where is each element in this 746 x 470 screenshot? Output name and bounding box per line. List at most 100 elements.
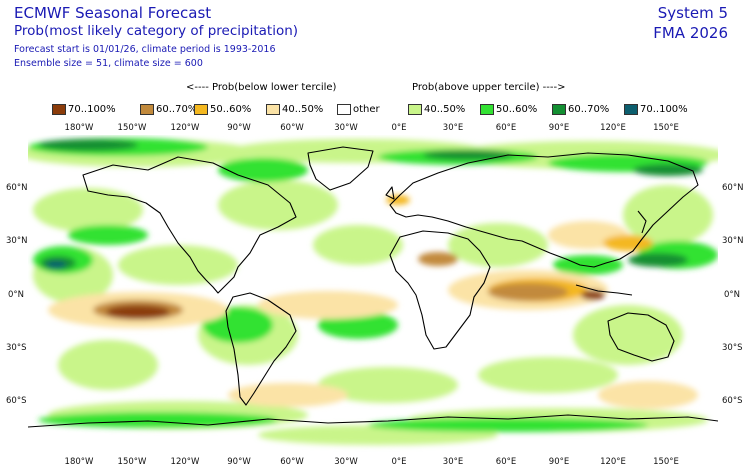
chart-subtitle: Prob(most likely category of precipitati…: [14, 23, 299, 39]
ensemble-size: Ensemble size = 51, climate size = 600: [14, 58, 203, 69]
lon-label-top: 150°W: [117, 123, 147, 133]
lat-label-right: 60°S: [722, 396, 743, 406]
lon-label-bottom: 120°E: [600, 457, 626, 467]
field-blob: [218, 180, 338, 230]
lon-label-top: 90°E: [548, 123, 570, 133]
legend-item: 60..70%: [552, 102, 609, 116]
field-blob: [218, 158, 308, 182]
field-blob: [628, 253, 688, 267]
antarctica-coast: [28, 414, 718, 428]
south-america-coast: [225, 292, 297, 406]
legend-label: 70..100%: [640, 103, 688, 115]
lon-label-bottom: 90°E: [548, 457, 570, 467]
lon-label-bottom: 30°E: [442, 457, 464, 467]
legend-label: 60..70%: [568, 103, 610, 115]
field-blob: [623, 185, 713, 245]
legend-swatch: [552, 103, 566, 115]
north-america-coast: [82, 156, 297, 294]
legend-swatch: [52, 103, 66, 115]
lon-label-top: 90°W: [227, 123, 251, 133]
legend-swatch: [266, 103, 280, 115]
field-blob: [598, 381, 698, 409]
lon-label-bottom: 60°W: [280, 457, 304, 467]
lat-label-left: 60°S: [6, 396, 27, 406]
lon-label-bottom: 30°W: [334, 457, 358, 467]
field-blob: [118, 245, 238, 285]
system-label: System 5: [657, 4, 728, 22]
field-blob: [448, 223, 548, 267]
lat-label-left: 0°N: [8, 290, 25, 300]
japan-coast: [637, 210, 647, 234]
africa-coast: [389, 230, 491, 350]
lon-label-bottom: 180°W: [64, 457, 94, 467]
lon-label-top: 0°E: [391, 123, 407, 133]
legend-swatch: [624, 103, 638, 115]
forecast-start: Forecast start is 01/01/26, climate peri…: [14, 44, 276, 55]
probability-field: [28, 138, 718, 445]
legend-item: 70..100%: [52, 102, 116, 116]
lon-label-bottom: 120°W: [170, 457, 200, 467]
field-blob: [313, 225, 403, 265]
lat-label-left: 60°N: [6, 183, 28, 193]
legend-item: 40..50%: [266, 102, 323, 116]
field-blob: [488, 283, 568, 301]
field-above-60-70: [38, 139, 703, 270]
field-blob: [318, 367, 458, 403]
coastlines: [28, 146, 718, 428]
legend-swatch: [337, 103, 351, 115]
lat-label-left: 30°N: [6, 236, 28, 246]
field-blob: [258, 291, 398, 319]
field-blob: [38, 139, 138, 151]
field-blob: [633, 164, 703, 176]
field-blob: [228, 383, 348, 407]
legend-above-header: Prob(above upper tercile) ---->: [412, 82, 566, 93]
legend-item: 40..50%: [408, 102, 465, 116]
lon-label-bottom: 60°E: [495, 457, 517, 467]
legend-swatch: [408, 103, 422, 115]
lon-label-top: 30°E: [442, 123, 464, 133]
legend-label: 40..50%: [424, 103, 466, 115]
legend-label: 70..100%: [68, 103, 116, 115]
field-blob: [478, 357, 618, 393]
lon-label-top: 120°E: [600, 123, 626, 133]
lon-label-top: 30°W: [334, 123, 358, 133]
lat-label-right: 60°N: [722, 183, 744, 193]
legend-item: 70..100%: [624, 102, 688, 116]
lon-label-bottom: 150°E: [653, 457, 679, 467]
field-blob: [46, 261, 66, 269]
lat-label-left: 30°S: [6, 343, 27, 353]
legend-label: 50..60%: [210, 103, 252, 115]
legend-swatch: [140, 103, 154, 115]
australia-coast: [607, 312, 675, 362]
legend-label: 40..50%: [282, 103, 324, 115]
lon-label-bottom: 0°E: [391, 457, 407, 467]
field-blob: [423, 150, 513, 160]
lon-label-top: 60°W: [280, 123, 304, 133]
legend-swatch: [194, 103, 208, 115]
legend-item: 50..60%: [480, 102, 537, 116]
lon-label-top: 120°W: [170, 123, 200, 133]
lon-label-bottom: 90°W: [227, 457, 251, 467]
field-blob: [553, 255, 623, 275]
legend-item: other: [337, 102, 380, 116]
field-blob: [58, 340, 158, 390]
legend-label: other: [353, 103, 380, 115]
uk-coast: [385, 186, 395, 200]
field-blob: [33, 188, 143, 232]
precipitation-map: [28, 135, 718, 453]
period-label: FMA 2026: [653, 24, 728, 42]
field-blob: [603, 235, 653, 251]
lon-label-bottom: 150°W: [117, 457, 147, 467]
legend-item: 60..70%: [140, 102, 197, 116]
lat-label-right: 30°N: [722, 236, 744, 246]
field-blob: [106, 305, 170, 319]
legend-label: 50..60%: [496, 103, 538, 115]
legend-item: 50..60%: [194, 102, 251, 116]
europe-asia-coast: [389, 152, 699, 268]
lat-label-right: 30°S: [722, 343, 743, 353]
indonesia-coast: [575, 284, 633, 296]
field-blob: [38, 412, 278, 428]
lon-label-top: 60°E: [495, 123, 517, 133]
lon-label-top: 150°E: [653, 123, 679, 133]
field-blob: [68, 225, 148, 245]
